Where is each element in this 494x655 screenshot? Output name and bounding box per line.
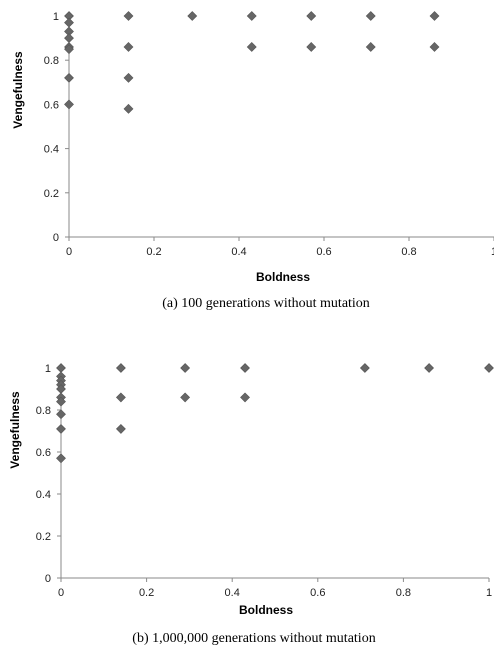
data-point (365, 11, 376, 21)
y-tick-label: 0 (45, 573, 51, 585)
data-point (56, 453, 66, 464)
panel-b-xlabel: Boldness (239, 603, 293, 617)
x-tick-label: 0.8 (401, 246, 416, 258)
data-point (115, 423, 126, 434)
x-tick-label: 0 (58, 587, 64, 599)
data-point (64, 44, 74, 55)
data-point (365, 42, 376, 52)
y-tick-label: 0.4 (36, 489, 51, 501)
y-tick-label: 0.8 (36, 405, 51, 417)
data-point (306, 11, 317, 21)
y-tick-label: 0.2 (44, 188, 59, 200)
data-point (180, 392, 191, 403)
data-point (187, 11, 198, 21)
data-point (64, 33, 74, 44)
panel-a-ylabel: Vengefulness (11, 51, 25, 129)
data-point (429, 11, 440, 21)
y-tick-label: 0 (53, 232, 59, 244)
x-tick-label: 1 (486, 587, 492, 599)
panel-a-caption: (a) 100 generations without mutation (162, 296, 370, 311)
data-point (240, 363, 250, 373)
data-point (246, 11, 257, 21)
data-point (115, 363, 126, 373)
data-point (306, 42, 317, 52)
panel-b-caption: (b) 1,000,000 generations without mutati… (132, 631, 375, 646)
data-point (359, 363, 370, 373)
y-tick-label: 0.6 (36, 447, 51, 459)
data-point (180, 363, 191, 373)
data-point (484, 363, 494, 373)
data-point (424, 363, 435, 373)
data-point (56, 363, 66, 373)
data-point (123, 72, 134, 83)
data-point (123, 103, 134, 114)
panel-a: Boldness Vengefulness (a) 100 generation… (11, 11, 494, 311)
y-tick-label: 1 (45, 363, 51, 375)
data-point (64, 99, 74, 110)
panel-b: Boldness Vengefulness (b) 1,000,000 gene… (8, 363, 494, 646)
x-tick-label: 0.6 (310, 587, 325, 599)
y-tick-label: 0.4 (44, 144, 59, 156)
data-point (56, 423, 66, 434)
x-tick-label: 0.8 (396, 587, 411, 599)
y-tick-label: 1 (53, 11, 59, 23)
data-point (246, 42, 257, 52)
x-tick-label: 0.2 (139, 587, 154, 599)
y-tick-label: 0.6 (44, 99, 59, 111)
data-point (56, 396, 66, 407)
panel-a-xlabel: Boldness (256, 270, 310, 284)
data-point (56, 409, 66, 420)
data-point (123, 42, 134, 52)
x-tick-label: 0.4 (231, 246, 246, 258)
data-point (123, 11, 134, 21)
x-tick-label: 1 (491, 246, 494, 258)
data-point (64, 17, 74, 28)
data-point (115, 392, 126, 403)
y-tick-label: 0.8 (44, 55, 59, 67)
data-point (429, 42, 440, 52)
x-tick-label: 0 (66, 246, 72, 258)
x-tick-label: 0.6 (316, 246, 331, 258)
data-point (64, 72, 74, 83)
x-tick-label: 0.4 (225, 587, 240, 599)
x-tick-label: 0.2 (146, 246, 161, 258)
y-tick-label: 0.2 (36, 531, 51, 543)
data-point (240, 392, 250, 403)
panel-b-ylabel: Vengefulness (8, 391, 22, 469)
